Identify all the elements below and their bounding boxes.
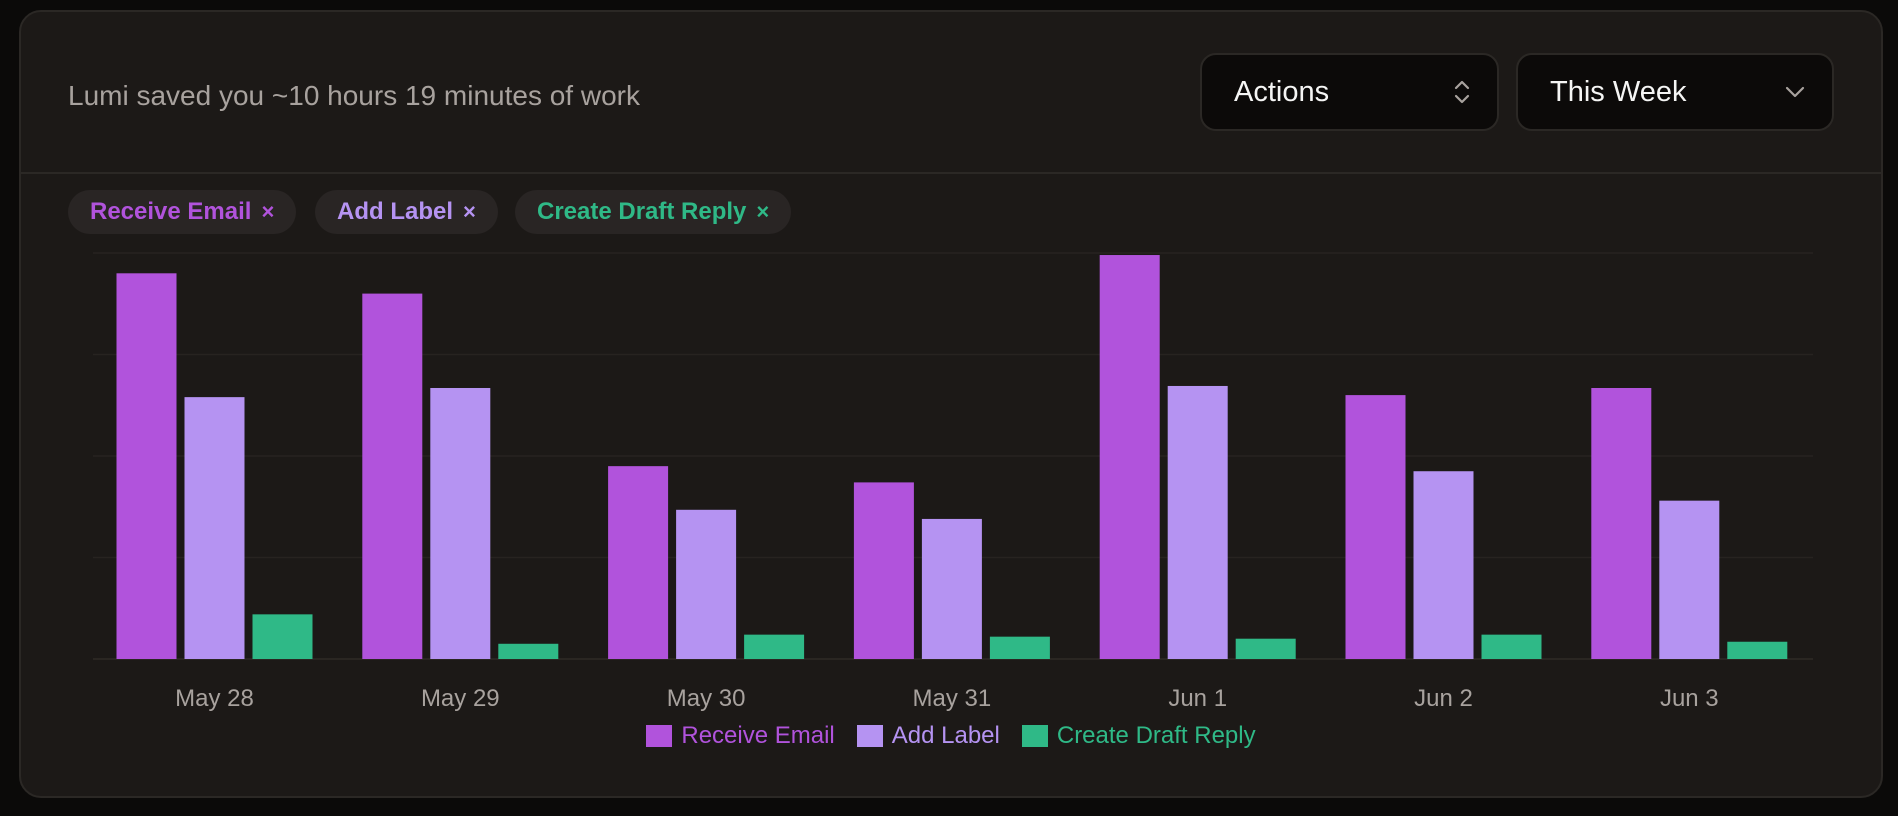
bar-add-label[interactable] [676, 509, 737, 659]
bar-add-label[interactable] [430, 387, 491, 659]
bar-group [608, 466, 805, 659]
bar-add-label[interactable] [184, 397, 245, 659]
legend-item-receive-email[interactable]: Receive Email [646, 722, 835, 750]
x-tick-label: May 31 [913, 685, 992, 712]
bar-receive-email[interactable] [608, 466, 669, 659]
filter-chip-label: Create Draft Reply [537, 198, 747, 225]
legend-swatch [1021, 725, 1048, 747]
bar-create-draft-reply[interactable] [1727, 641, 1788, 659]
bar-group [1099, 255, 1296, 659]
chart-legend: Receive Email Add Label Create Draft Rep… [21, 722, 1881, 750]
card-header: Lumi saved you ~10 hours 19 minutes of w… [21, 12, 1881, 174]
date-range-select-label: This Week [1550, 75, 1687, 108]
bar-create-draft-reply[interactable] [498, 643, 559, 659]
bar-receive-email[interactable] [1345, 395, 1406, 659]
filter-chip-create-draft-reply: Create Draft Reply × [515, 190, 792, 234]
bar-create-draft-reply[interactable] [1481, 634, 1542, 659]
bar-group [1345, 395, 1542, 659]
bar-add-label[interactable] [1659, 500, 1720, 659]
actions-select-label: Actions [1234, 75, 1330, 108]
bar-add-label[interactable] [921, 518, 982, 659]
bar-create-draft-reply[interactable] [989, 636, 1050, 659]
bar-receive-email[interactable] [362, 293, 423, 659]
x-tick-label: Jun 3 [1660, 685, 1719, 712]
actions-select[interactable]: Actions [1200, 53, 1499, 131]
filter-chip-add-label: Add Label × [315, 190, 498, 234]
chevron-up-down-icon [1453, 78, 1471, 106]
bar-receive-email[interactable] [116, 273, 177, 659]
remove-filter-icon[interactable]: × [261, 199, 275, 224]
x-tick-label: May 30 [667, 685, 746, 712]
filter-chip-receive-email: Receive Email × [68, 190, 297, 234]
legend-label: Receive Email [681, 722, 835, 749]
bar-create-draft-reply[interactable] [1235, 638, 1296, 659]
remove-filter-icon[interactable]: × [463, 199, 476, 224]
legend-label: Add Label [891, 722, 1000, 749]
remove-filter-icon[interactable]: × [756, 199, 770, 224]
bar-receive-email[interactable] [1099, 255, 1160, 659]
legend-label: Create Draft Reply [1056, 722, 1256, 749]
bar-group [1591, 387, 1788, 659]
x-tick-label: May 29 [421, 685, 500, 712]
x-tick-label: May 28 [175, 685, 254, 712]
bar-create-draft-reply[interactable] [252, 614, 313, 659]
date-range-select[interactable]: This Week [1516, 53, 1834, 131]
chevron-down-icon [1784, 85, 1806, 99]
bar-chart: May 28 May 29 May 30 May 31 Jun 1 Jun 2 Jun 3 [93, 252, 1813, 712]
legend-swatch [856, 725, 883, 747]
x-tick-label: Jun 1 [1168, 685, 1227, 712]
bar-add-label[interactable] [1413, 471, 1474, 659]
bar-group [116, 273, 313, 659]
bar-receive-email[interactable] [1591, 387, 1652, 659]
legend-item-create-draft-reply[interactable]: Create Draft Reply [1021, 722, 1256, 750]
legend-item-add-label[interactable]: Add Label [856, 722, 1000, 750]
bar-group [853, 482, 1050, 659]
filter-chip-label: Add Label [337, 198, 454, 225]
bar-create-draft-reply[interactable] [744, 634, 805, 659]
time-saved-text: Lumi saved you ~10 hours 19 minutes of w… [68, 80, 640, 111]
bar-add-label[interactable] [1167, 385, 1228, 659]
legend-swatch [646, 725, 673, 747]
bar-receive-email[interactable] [853, 482, 914, 659]
x-tick-label: Jun 2 [1414, 685, 1473, 712]
bar-group [362, 293, 559, 659]
stats-card: Lumi saved you ~10 hours 19 minutes of w… [19, 10, 1883, 798]
filter-chip-label: Receive Email [90, 198, 252, 225]
